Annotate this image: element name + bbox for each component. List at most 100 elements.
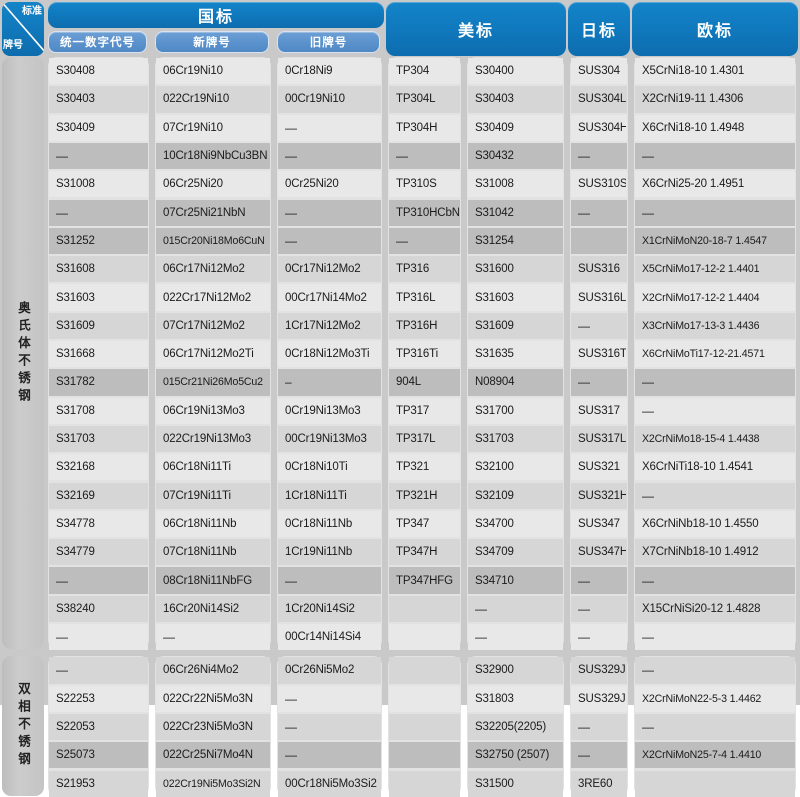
cell-gb_new: 06Cr17Ni12Mo2	[163, 263, 245, 276]
cell-jis: SUS347	[578, 517, 620, 530]
row-band	[278, 171, 381, 198]
cell-gb_old: 00Cr18Ni5Mo3Si2	[285, 777, 377, 790]
cell-gb_code: S30408	[56, 65, 95, 78]
row-band	[156, 284, 270, 311]
cell-gb_old: 1Cr20Ni14Si2	[285, 602, 355, 615]
cell-gb_new: 015Cr21Ni26Mo5Cu2	[163, 376, 263, 389]
cell-gb_new: 022Cr19Ni5Mo3Si2N	[163, 777, 261, 790]
cell-us_tp: TP317L	[396, 433, 436, 446]
cell-gb_old: —	[285, 205, 297, 220]
row-band	[635, 171, 795, 198]
cell-en: X15CrNiSi20-12 1.4828	[642, 602, 761, 615]
row-band	[571, 284, 627, 311]
category-label-0: 奥氏体不锈钢	[2, 57, 44, 650]
cell-us_uns: —	[475, 630, 487, 645]
cell-gb_code: —	[56, 630, 68, 645]
row-band	[156, 425, 270, 453]
row-band	[389, 142, 460, 170]
row-band	[278, 227, 381, 255]
cell-gb_old: 0Cr26Ni5Mo2	[285, 664, 355, 677]
cell-gb_new: 022Cr22Ni5Mo3N	[163, 692, 253, 705]
row-band	[49, 397, 148, 424]
cell-gb_old: —	[285, 233, 297, 248]
row-band	[278, 567, 381, 594]
cell-gb_code: —	[56, 573, 68, 588]
cell-en: —	[642, 663, 654, 678]
row-band	[571, 624, 627, 651]
row-band	[468, 312, 563, 339]
row-band	[49, 142, 148, 170]
row-band	[468, 114, 563, 141]
corner-standard-label: 标准	[22, 6, 42, 17]
cell-jis: —	[578, 630, 590, 645]
cell-gb_code: —	[56, 205, 68, 220]
cell-jis: —	[578, 748, 590, 763]
cell-gb_code: S34779	[56, 546, 95, 559]
cell-us_tp: TP310HCbN	[396, 206, 459, 219]
cell-gb_old: 1Cr17Ni12Mo2	[285, 319, 361, 332]
cell-gb_old: 00Cr19Ni10	[285, 93, 345, 106]
cell-jis: SUS321H	[578, 489, 626, 502]
row-band	[49, 86, 148, 113]
cell-jis: SUS329J3L	[578, 692, 626, 705]
row-band	[571, 425, 627, 453]
row-band	[468, 256, 563, 283]
row-band	[468, 86, 563, 113]
sub-header-gb_code[interactable]: 统一数字代号	[48, 31, 147, 53]
cell-us_tp: TP347H	[396, 546, 438, 559]
row-band	[278, 369, 381, 396]
group-header-3[interactable]: 欧标	[632, 2, 798, 56]
cell-us_uns: S31603	[475, 291, 514, 304]
row-band	[635, 227, 795, 255]
row-band	[571, 114, 627, 141]
row-band	[571, 86, 627, 113]
row-band	[49, 199, 148, 226]
row-band	[156, 510, 270, 538]
row-band	[389, 567, 460, 594]
cell-jis: SUS316L	[578, 291, 626, 304]
row-band	[389, 454, 460, 481]
cell-us_uns: S32100	[475, 461, 514, 474]
cell-gb_old: 00Cr14Ni14Si4	[285, 631, 362, 644]
row-band	[571, 171, 627, 198]
cell-us_uns: S30403	[475, 93, 514, 106]
cell-en: X3CrNiMo17-13-3 1.4436	[642, 319, 760, 332]
row-band	[571, 657, 627, 684]
row-band	[468, 567, 563, 594]
cell-jis: SUS304	[578, 65, 620, 78]
cell-us_tp: TP316H	[396, 319, 438, 332]
sub-header-gb_new[interactable]: 新牌号	[155, 31, 269, 53]
row-band	[49, 341, 148, 368]
row-band	[635, 567, 795, 594]
row-band	[571, 510, 627, 538]
cell-us_uns: S32900	[475, 664, 514, 677]
row-band	[571, 58, 627, 85]
group-header-2[interactable]: 日标	[568, 2, 630, 56]
cell-gb_code: S21953	[56, 777, 95, 790]
row-band	[635, 454, 795, 481]
cell-gb_old: 0Cr18Ni11Nb	[285, 517, 353, 530]
group-header-1[interactable]: 美标	[386, 2, 566, 56]
cell-gb_code: S31008	[56, 178, 95, 191]
sub-header-gb_old[interactable]: 旧牌号	[277, 31, 380, 53]
cell-us_tp: —	[396, 233, 408, 248]
cell-jis: —	[578, 720, 590, 735]
row-band	[389, 114, 460, 141]
row-band	[49, 567, 148, 594]
row-band	[156, 482, 270, 509]
row-band	[278, 624, 381, 651]
row-band	[156, 539, 270, 566]
row-band	[571, 199, 627, 226]
cell-gb_old: 1Cr18Ni11Ti	[285, 489, 347, 502]
row-band	[468, 199, 563, 226]
cell-en: X2CrNiMoN25-7-4 1.4410	[642, 749, 762, 762]
row-band	[468, 482, 563, 509]
row-band	[49, 482, 148, 509]
group-header-0[interactable]: 国标	[48, 2, 384, 28]
row-band	[635, 482, 795, 509]
row-band	[49, 114, 148, 141]
cell-jis: SUS321	[578, 461, 620, 474]
row-band	[635, 657, 795, 684]
cell-us_uns: S31254	[475, 234, 514, 247]
cell-us_tp: TP304	[396, 65, 430, 78]
